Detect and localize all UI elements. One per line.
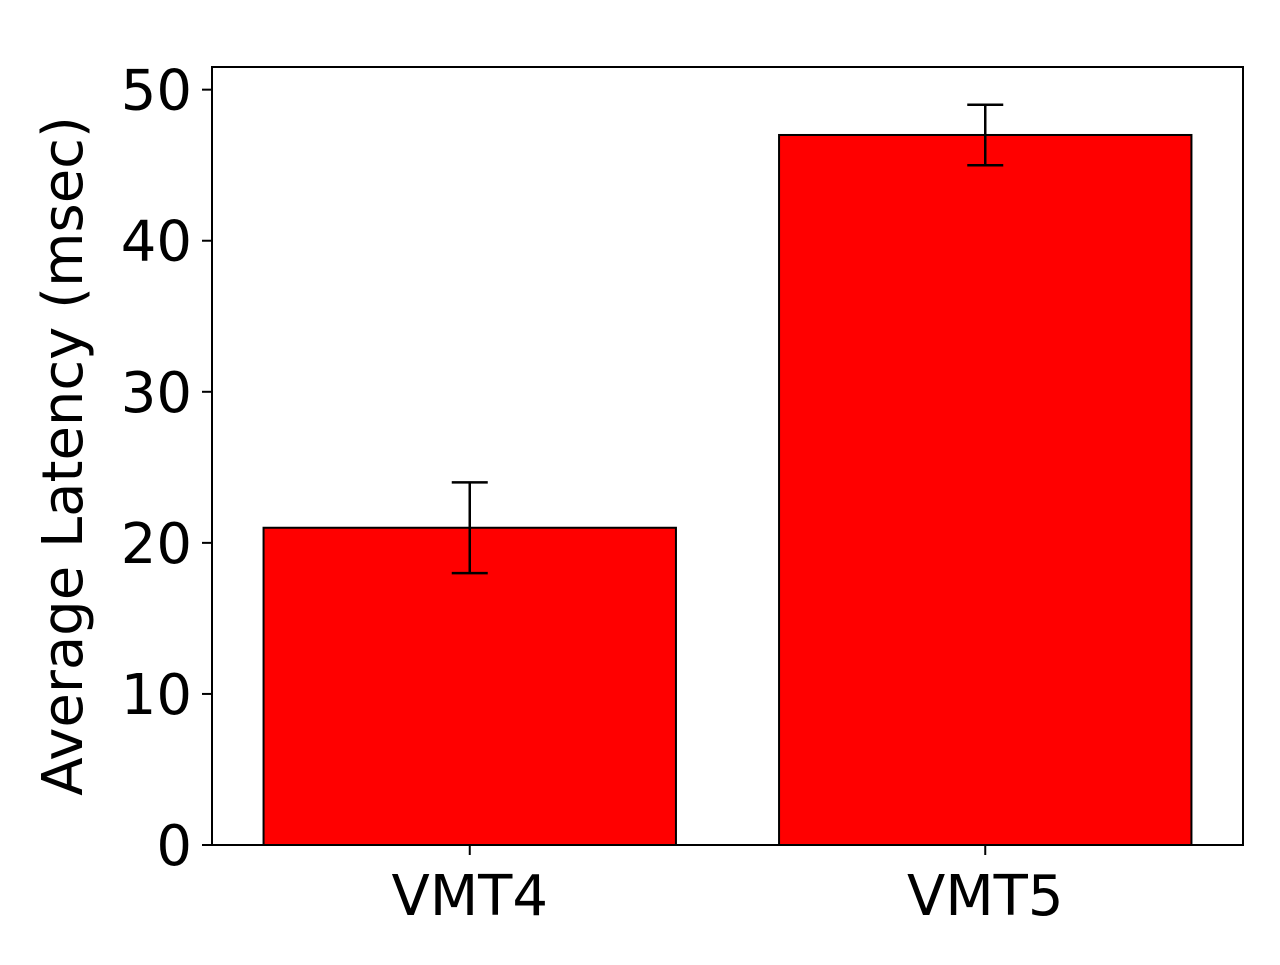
- error-bars-layer: [451, 103, 1004, 575]
- x-tick-label-vmt4: VMT4: [392, 864, 548, 929]
- plot-area-frame: [211, 66, 1244, 846]
- bars-layer: [262, 133, 1193, 846]
- bar-vmt4: [262, 526, 677, 846]
- y-tick-label-50: 50: [121, 59, 192, 124]
- y-tick-label-40: 40: [121, 210, 192, 275]
- y-tick-label-20: 20: [121, 512, 192, 577]
- y-tick-label-30: 30: [121, 361, 192, 426]
- x-tick-label-vmt5: VMT5: [907, 864, 1063, 929]
- y-tick-label-10: 10: [121, 663, 192, 728]
- y-axis-ticks: 0 10 20 30 40 50: [121, 59, 212, 879]
- bar-vmt5: [778, 133, 1193, 846]
- y-tick-label-0: 0: [156, 814, 192, 879]
- y-axis-label: Average Latency (msec): [31, 116, 96, 796]
- x-axis-ticks: VMT4 VMT5: [392, 845, 1063, 929]
